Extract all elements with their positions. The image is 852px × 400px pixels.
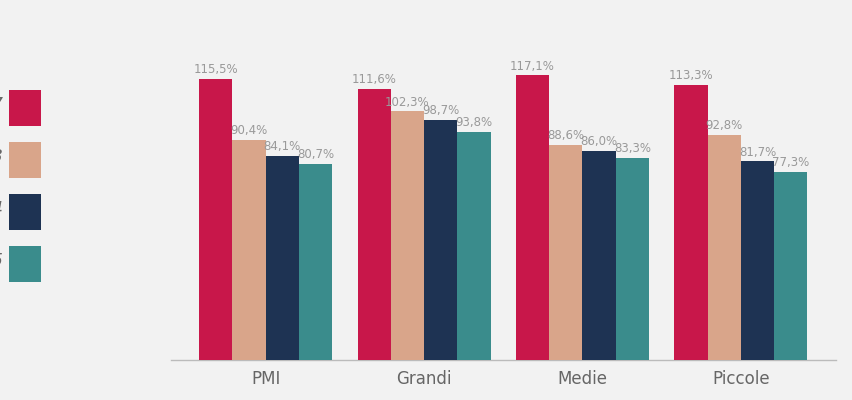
Text: 113,3%: 113,3%: [668, 69, 712, 82]
Bar: [423, 120, 457, 360]
Text: 111,6%: 111,6%: [351, 73, 396, 86]
Bar: [740, 162, 774, 360]
Text: 90,4%: 90,4%: [230, 124, 268, 138]
Bar: [457, 132, 490, 360]
Bar: [515, 76, 549, 360]
Text: 92,8%: 92,8%: [705, 119, 742, 132]
Bar: [582, 151, 615, 360]
Text: 81,7%: 81,7%: [738, 146, 775, 158]
Text: 102,3%: 102,3%: [384, 96, 429, 108]
Bar: [707, 134, 740, 360]
Bar: [298, 164, 331, 360]
Text: 115,5%: 115,5%: [193, 64, 238, 76]
Text: 2007: 2007: [0, 96, 4, 114]
Text: 2014: 2014: [0, 200, 4, 218]
Text: 93,8%: 93,8%: [455, 116, 492, 129]
Bar: [674, 85, 707, 360]
Text: 88,6%: 88,6%: [547, 129, 584, 142]
Text: 83,3%: 83,3%: [613, 142, 650, 155]
Bar: [199, 79, 232, 360]
Bar: [265, 156, 298, 360]
Text: 86,0%: 86,0%: [580, 135, 617, 148]
Bar: [390, 112, 423, 360]
Text: 80,7%: 80,7%: [296, 148, 334, 161]
Bar: [357, 89, 390, 360]
Text: 2015: 2015: [0, 252, 4, 270]
Text: 77,3%: 77,3%: [771, 156, 809, 169]
Text: 84,1%: 84,1%: [263, 140, 301, 153]
Bar: [232, 140, 265, 360]
Bar: [615, 158, 648, 360]
Text: 2013: 2013: [0, 148, 4, 166]
Bar: [774, 172, 807, 360]
Text: 117,1%: 117,1%: [509, 60, 555, 72]
Bar: [549, 145, 582, 360]
Text: 98,7%: 98,7%: [422, 104, 458, 117]
